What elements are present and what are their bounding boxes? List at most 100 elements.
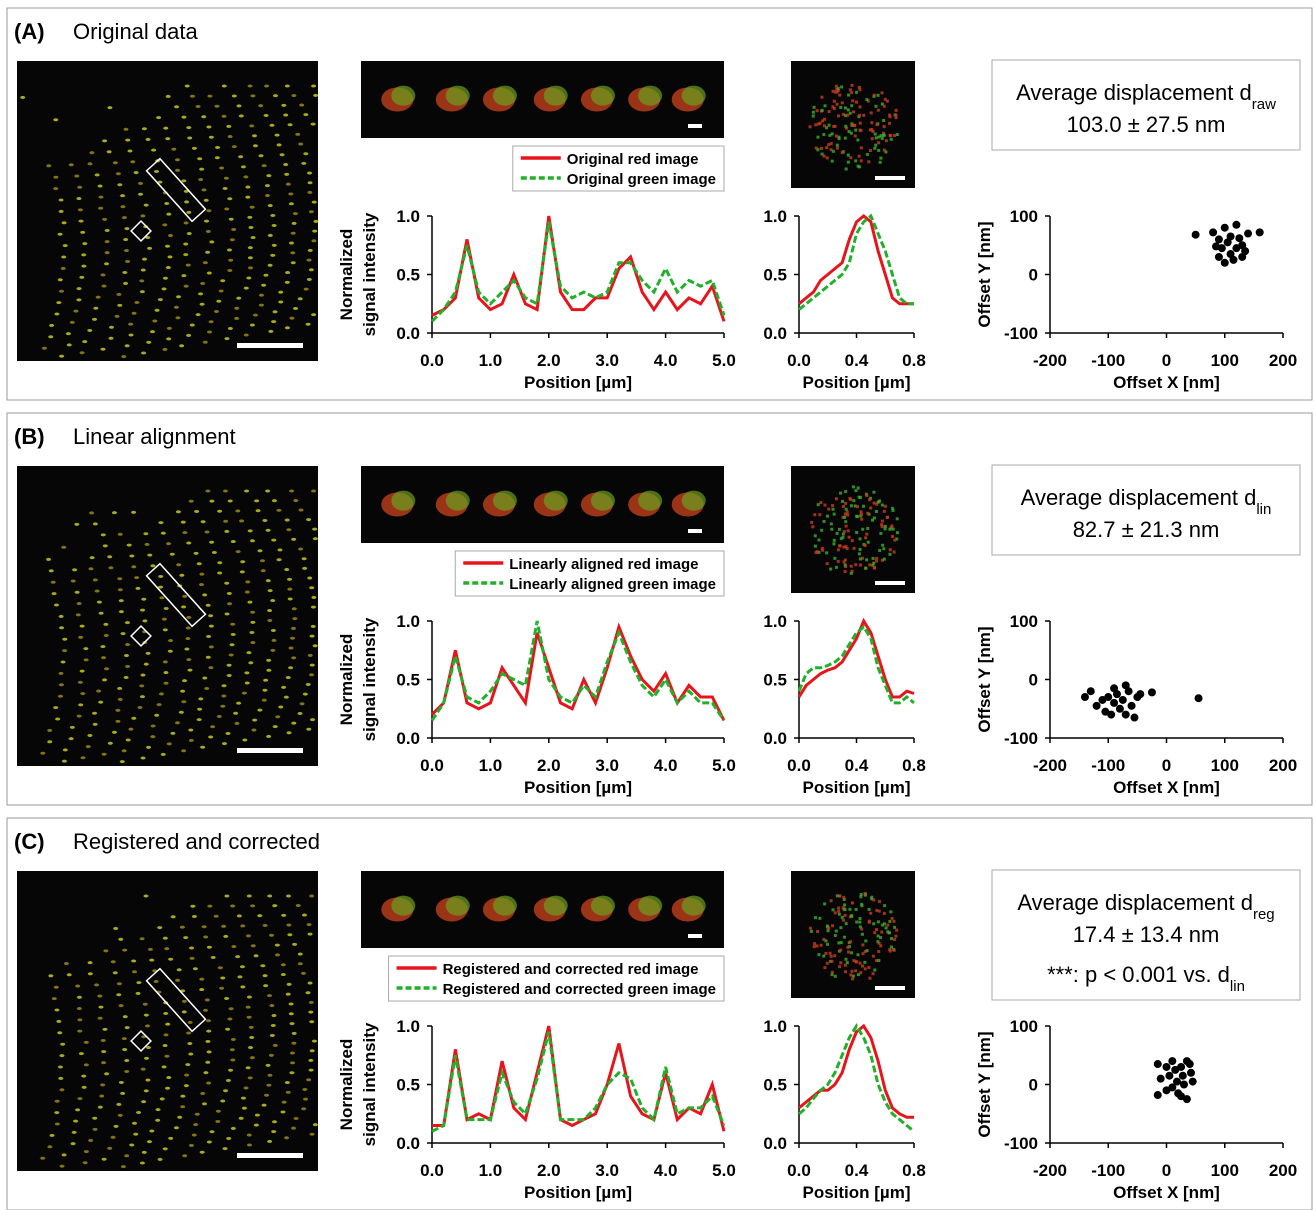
speckle bbox=[258, 104, 264, 108]
pixel bbox=[843, 563, 847, 567]
speckle bbox=[301, 161, 307, 165]
speckle bbox=[71, 1130, 77, 1134]
speckle bbox=[250, 94, 256, 98]
pixel bbox=[891, 527, 895, 531]
pixel bbox=[814, 916, 818, 920]
pixel bbox=[860, 932, 864, 936]
speckle bbox=[150, 724, 156, 728]
speckle bbox=[236, 104, 242, 108]
speckle bbox=[174, 721, 180, 725]
speckle bbox=[226, 663, 232, 667]
speckle bbox=[57, 694, 63, 698]
speckle bbox=[290, 251, 296, 255]
speckle bbox=[280, 973, 286, 977]
speckle bbox=[97, 994, 103, 998]
speckle bbox=[166, 212, 172, 216]
y-axis-label: signal intensity bbox=[360, 212, 379, 336]
pixel bbox=[863, 543, 867, 547]
speckle bbox=[293, 306, 299, 310]
speckle bbox=[177, 1115, 183, 1119]
speckle bbox=[248, 1025, 254, 1029]
speckle bbox=[155, 1108, 161, 1112]
x-axis-label: Offset X [nm] bbox=[1113, 1183, 1220, 1202]
pixel bbox=[859, 510, 863, 514]
pixel bbox=[839, 948, 843, 952]
speckle bbox=[205, 250, 211, 254]
pixel bbox=[895, 517, 899, 521]
speckle bbox=[158, 692, 164, 696]
pixel bbox=[844, 124, 848, 128]
speckle bbox=[100, 533, 106, 537]
speckle bbox=[263, 984, 269, 988]
speckle bbox=[206, 1029, 212, 1033]
speckle bbox=[265, 194, 271, 198]
pixel bbox=[867, 160, 871, 164]
speckle bbox=[271, 243, 277, 247]
blob-green bbox=[492, 85, 517, 106]
y-tick-label: 0.0 bbox=[763, 1134, 787, 1153]
speckle bbox=[51, 592, 57, 596]
speckle bbox=[238, 155, 244, 159]
speckle bbox=[182, 679, 188, 683]
pixel bbox=[861, 556, 865, 560]
speckle bbox=[227, 499, 233, 503]
pixel bbox=[886, 515, 890, 519]
speckle bbox=[272, 1120, 278, 1124]
pixel bbox=[892, 948, 896, 952]
speckle bbox=[297, 711, 303, 715]
speckle bbox=[180, 689, 186, 693]
speckle bbox=[83, 658, 89, 662]
speckle bbox=[271, 1014, 277, 1018]
speckle bbox=[102, 217, 108, 221]
blob-green bbox=[681, 895, 706, 916]
speckle bbox=[281, 685, 287, 689]
pixel bbox=[813, 513, 817, 517]
pixel bbox=[821, 119, 825, 123]
speckle bbox=[89, 556, 95, 560]
y-tick-label: 0.0 bbox=[763, 729, 787, 748]
panel-title: Registered and corrected bbox=[73, 829, 320, 854]
pixel bbox=[825, 961, 829, 965]
speckle bbox=[113, 1124, 119, 1128]
speckle bbox=[128, 333, 134, 337]
x-tick-label: 100 bbox=[1211, 351, 1239, 370]
speckle bbox=[309, 634, 315, 638]
speckle bbox=[290, 261, 296, 265]
speckle bbox=[214, 156, 220, 160]
speckle bbox=[75, 1108, 81, 1112]
pixel bbox=[874, 136, 878, 140]
y-tick-label: 1.0 bbox=[396, 612, 420, 631]
speckle bbox=[54, 1111, 60, 1115]
pixel bbox=[834, 134, 838, 138]
pixel bbox=[884, 139, 888, 143]
speckle bbox=[124, 1026, 130, 1030]
scatter-point bbox=[1107, 710, 1116, 719]
speckle bbox=[230, 632, 236, 636]
speckle bbox=[255, 509, 261, 513]
pixel bbox=[848, 88, 852, 92]
speckle bbox=[244, 671, 250, 675]
blob-green bbox=[590, 490, 615, 511]
legend-label: Original green image bbox=[567, 171, 716, 188]
speckle bbox=[265, 528, 271, 532]
pixel bbox=[886, 930, 890, 934]
pixel bbox=[853, 504, 857, 508]
speckle bbox=[117, 303, 123, 307]
speckle bbox=[307, 932, 313, 936]
speckle bbox=[247, 600, 253, 604]
speckle bbox=[146, 745, 152, 749]
profile-line bbox=[797, 617, 915, 699]
scatter-point bbox=[1092, 701, 1101, 710]
pixel bbox=[830, 132, 834, 136]
speckle bbox=[205, 229, 211, 233]
speckle bbox=[184, 84, 190, 88]
pixel bbox=[844, 490, 848, 494]
pixel bbox=[856, 973, 860, 977]
speckle bbox=[118, 1080, 124, 1084]
speckle bbox=[206, 1081, 212, 1085]
speckle bbox=[143, 1013, 149, 1017]
speckle bbox=[58, 1076, 64, 1080]
speckle bbox=[280, 963, 286, 967]
pixel bbox=[859, 971, 863, 975]
pixel bbox=[868, 148, 872, 152]
